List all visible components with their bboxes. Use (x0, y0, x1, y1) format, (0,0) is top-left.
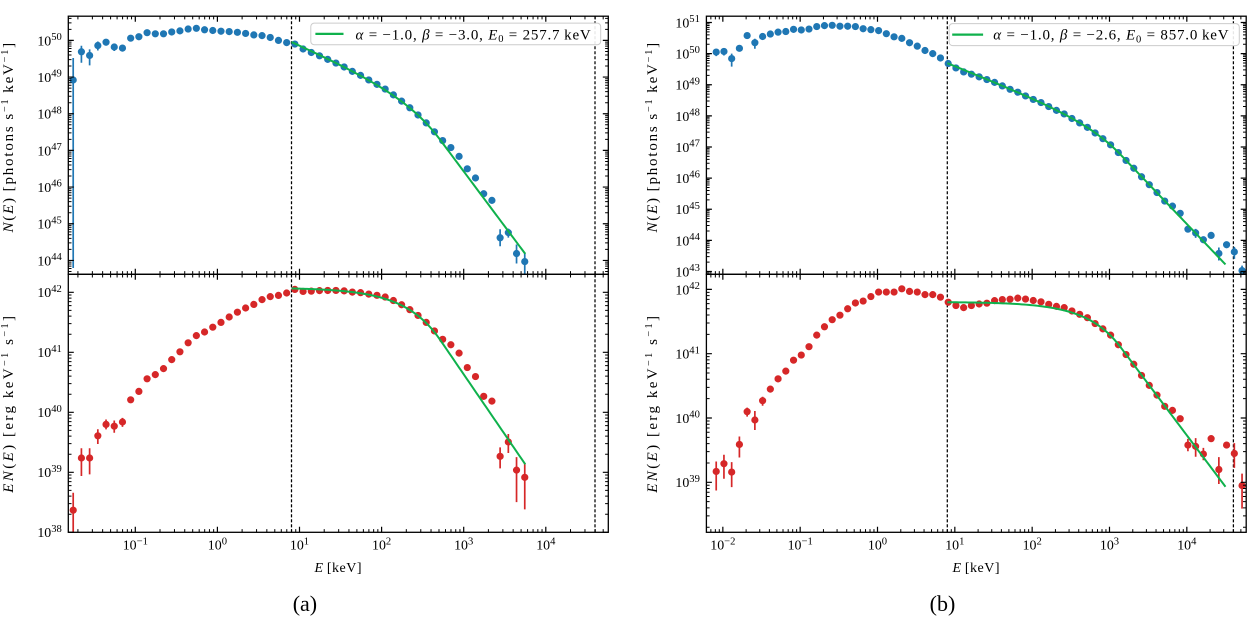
svg-text:E [keV]: E [keV] (314, 561, 363, 576)
svg-text:α = −1.0, β = −3.0, E0 = 257.7: α = −1.0, β = −3.0, E0 = 257.7 keV (356, 27, 592, 45)
svg-text:α = −1.0, β = −2.6, E0 = 857.0: α = −1.0, β = −2.6, E0 = 857.0 keV (993, 28, 1229, 46)
svg-text:(b): (b) (930, 591, 956, 616)
svg-text:(a): (a) (293, 591, 317, 616)
svg-text:E [keV]: E [keV] (952, 561, 1001, 576)
svg-text:N(E) [photons s−1 keV−1]: N(E) [photons s−1 keV−1] (644, 41, 661, 233)
svg-text:EN(E) [erg keV−1 s−1]: EN(E) [erg keV−1 s−1] (0, 314, 17, 494)
svg-text:N(E) [photons s−1 keV−1]: N(E) [photons s−1 keV−1] (0, 41, 17, 233)
svg-text:EN(E) [erg keV−1 s−1]: EN(E) [erg keV−1 s−1] (644, 314, 661, 494)
